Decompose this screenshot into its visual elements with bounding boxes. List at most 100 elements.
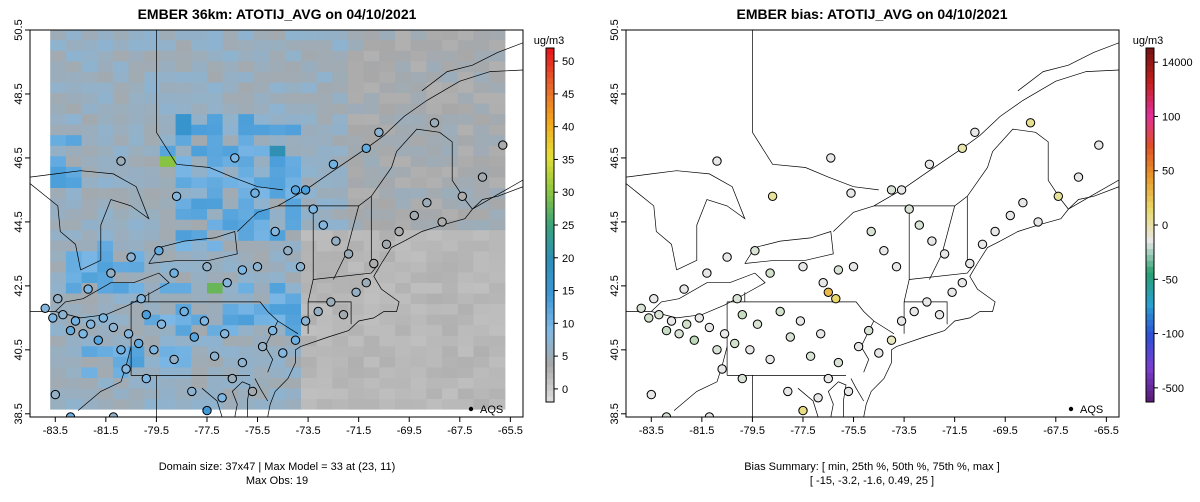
model-grid-cell [426, 282, 443, 294]
model-grid-cell [363, 50, 380, 62]
aqs-site-marker [116, 345, 126, 355]
model-grid-cell [144, 166, 161, 178]
model-grid-cell [473, 387, 490, 400]
model-grid-cell [489, 134, 506, 146]
aqs-site-marker [308, 204, 318, 214]
model-grid-cell [489, 292, 506, 305]
model-grid-cell [489, 92, 506, 104]
model-grid-cell [395, 229, 412, 241]
model-grid-cell [473, 208, 490, 220]
model-grid-cell [112, 271, 130, 283]
model-grid-cell [222, 345, 239, 357]
model-grid-cell [144, 282, 161, 294]
model-grid-cell [254, 145, 271, 157]
boundary-line [30, 170, 150, 271]
model-grid-cell [332, 271, 349, 283]
model-grid-cell [395, 81, 412, 93]
model-grid-cell [426, 134, 443, 146]
model-grid-cell [426, 250, 443, 262]
model-grid-cell [207, 124, 224, 136]
model-grid-cell [457, 292, 475, 305]
model-grid-cell [97, 113, 114, 125]
aqs-site-marker [83, 284, 93, 294]
model-grid-cell [301, 102, 318, 115]
model-grid-cell [238, 81, 255, 93]
model-grid-cell [81, 92, 98, 104]
model-grid-cell [301, 134, 318, 146]
model-grid-cell [363, 282, 380, 294]
model-grid-cell [207, 176, 224, 188]
colorbar-segment [546, 378, 554, 385]
colorbar-segment [546, 230, 554, 238]
model-grid-cell [175, 377, 192, 389]
aqs-site-marker [843, 386, 854, 397]
model-grid-cell [379, 282, 396, 294]
model-grid-cell [144, 366, 161, 378]
model-grid-cell [442, 81, 459, 93]
model-grid-cell [348, 30, 365, 41]
aqs-site-marker [798, 405, 808, 416]
model-grid-cell [191, 208, 208, 220]
model-grid-cell [207, 398, 224, 410]
model-grid-cell [112, 335, 130, 347]
model-grid-cell [112, 102, 130, 115]
colorbar-segment [1146, 154, 1154, 161]
model-grid-cell [457, 176, 475, 188]
aqs-site-marker [965, 258, 975, 269]
model-grid-cell [191, 155, 208, 167]
colorbar-segment [1146, 396, 1154, 403]
model-grid-cell [395, 261, 412, 273]
model-grid-cell [363, 398, 380, 410]
model-grid-cell [254, 314, 271, 326]
model-grid-cell [316, 229, 333, 241]
boundary-line [863, 186, 1119, 417]
model-grid-cell [144, 81, 161, 93]
model-grid-cell [50, 324, 67, 336]
model-grid-cell [222, 113, 239, 125]
model-grid-cell [254, 377, 271, 389]
model-grid-cell [363, 176, 380, 188]
model-grid-cell [269, 155, 286, 167]
y-tick-label: 50.5 [609, 19, 621, 40]
model-grid-cell [97, 261, 114, 273]
model-grid-cell [489, 314, 506, 326]
model-grid-cell [128, 314, 145, 326]
aqs-site-marker [666, 316, 677, 326]
aqs-site-marker [1033, 217, 1043, 227]
model-grid-cell [395, 60, 412, 72]
model-grid-cell [285, 250, 302, 262]
model-grid-cell [65, 187, 83, 199]
model-grid-cell [457, 102, 475, 115]
model-grid-cell [442, 39, 459, 51]
model-grid-cell [112, 219, 130, 231]
model-grid-cell [285, 282, 302, 294]
model-grid-cell [269, 282, 286, 294]
model-grid-cell [363, 60, 380, 72]
model-grid-cell [363, 134, 380, 146]
model-grid-cell [207, 81, 224, 93]
boundary-line [673, 346, 728, 411]
x-tick-label: -65.5 [1094, 425, 1119, 437]
colorbar-tick-label: 5 [562, 351, 568, 363]
model-grid-cell [457, 113, 475, 125]
model-grid-cell [191, 30, 208, 41]
model-grid-cell [457, 261, 475, 273]
colorbar-segment [1146, 225, 1154, 232]
model-grid-cell [175, 282, 192, 294]
model-grid-cell [489, 335, 506, 347]
model-grid-cell [269, 387, 286, 400]
model-grid-cell [207, 229, 224, 241]
model-grid-cell [128, 39, 145, 51]
model-grid-cell [175, 102, 192, 115]
colorbar-segment [1146, 295, 1154, 303]
aqs-site-marker [636, 303, 646, 313]
model-grid-cell [395, 219, 412, 231]
model-grid-cell [175, 229, 192, 241]
model-grid-cell [426, 261, 443, 273]
model-grid-cell [316, 208, 333, 220]
model-grid-cell [238, 240, 255, 252]
model-grid-cell [254, 292, 271, 305]
model-grid-cell [65, 113, 83, 125]
model-grid-cell [50, 145, 67, 157]
model-grid-cell [207, 219, 224, 231]
